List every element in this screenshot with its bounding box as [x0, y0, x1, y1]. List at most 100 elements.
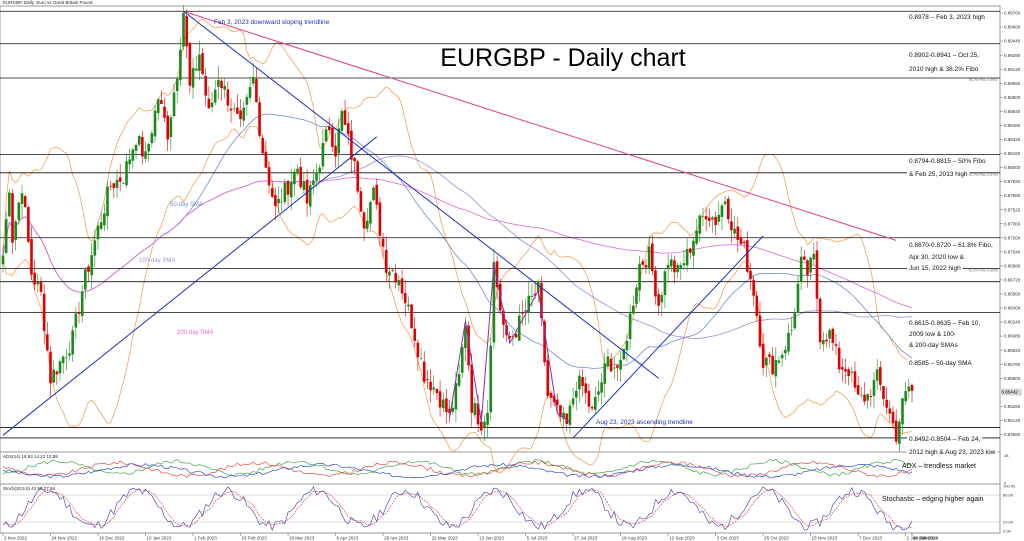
candle-body: [286, 181, 290, 195]
candle-body: [473, 403, 477, 416]
annotation-backdrop: [907, 12, 987, 22]
candle-body: [33, 272, 36, 285]
candle-body: [733, 228, 736, 234]
symbol-header: EURGBP, Daily: Euro vs Great Britain Pou…: [3, 0, 93, 5]
candle-body: [552, 395, 556, 402]
date-tick-label: 23 Feb 2023: [242, 536, 268, 541]
candle-body: [590, 407, 594, 409]
price-tick-label: 0.88320: [1004, 137, 1021, 142]
candle-body: [8, 192, 11, 217]
candle-body: [863, 394, 866, 402]
candle-body: [422, 361, 426, 382]
candle-body: [796, 283, 800, 313]
price-tick-label: 0.88000: [1004, 165, 1021, 170]
price-tick-label: 0.89120: [1004, 67, 1021, 72]
candle-body: [400, 278, 404, 294]
candle-body: [856, 385, 860, 395]
candle-body: [131, 149, 135, 161]
candle-body: [479, 421, 483, 431]
candle-body: [663, 271, 667, 296]
candle-body: [36, 282, 40, 285]
candle-body: [87, 266, 90, 272]
candle-body: [388, 271, 391, 276]
candle-body: [707, 217, 711, 221]
candle-body: [115, 179, 119, 188]
candle-body: [274, 195, 277, 207]
date-tick-label: 27 Jul 2023: [574, 536, 598, 541]
level-annotation: Jun 15, 2022 high: [909, 265, 961, 272]
candle-body: [327, 126, 331, 130]
date-tick-label: 2 Nov 2022: [4, 536, 28, 541]
candle-body: [850, 371, 854, 373]
candle-body: [619, 359, 622, 370]
candle-body: [71, 330, 74, 355]
candle-body: [17, 202, 21, 220]
candle-body: [175, 78, 179, 92]
candle-body: [296, 168, 299, 174]
level-annotation: & 200-day SMAs: [909, 342, 959, 349]
candle-body: [239, 110, 242, 119]
date-tick-label: 22 May 2023: [432, 536, 459, 541]
annotation-backdrop: [907, 263, 963, 273]
candle-body: [179, 49, 182, 81]
stoch-tick-label: 20.00: [1003, 520, 1014, 525]
candle-body: [84, 269, 87, 290]
candle-body: [460, 347, 464, 373]
candle-body: [204, 76, 208, 96]
date-tick-label: 5 Jul 2023: [527, 536, 548, 541]
candle-body: [736, 226, 740, 241]
date-tick-label: 16 Dec 2022: [99, 536, 125, 541]
bollinger-upper-band: [2, 18, 913, 366]
candle-body: [80, 291, 84, 317]
candle-body: [771, 356, 774, 375]
candle-body: [679, 265, 683, 269]
candle-body: [410, 304, 413, 329]
candle-body: [837, 347, 841, 370]
price-tick-label: 0.88640: [1004, 109, 1021, 114]
date-tick-label: 25 Oct 2023: [764, 536, 789, 541]
candle-body: [847, 369, 850, 377]
candle-body: [166, 115, 169, 140]
candle-body: [68, 353, 71, 356]
candle-body: [289, 181, 293, 198]
date-tick-label: 1 Feb 2023: [194, 536, 217, 541]
candle-body: [23, 196, 27, 208]
stoch-main-line: [2, 486, 913, 531]
candle-body: [726, 198, 730, 220]
candle-body: [359, 191, 363, 212]
candle-body: [746, 240, 749, 272]
candle-body: [517, 315, 521, 341]
candle-body: [701, 215, 705, 217]
adx-tick-label: 38: [1004, 453, 1009, 458]
annotation-backdrop: [907, 434, 983, 444]
candle-body: [483, 421, 486, 428]
candle-body: [669, 259, 673, 267]
candle-body: [346, 123, 350, 135]
rising-trendline-blue: [2, 136, 378, 436]
candle-body: [93, 240, 97, 256]
candle-body: [277, 198, 280, 204]
candle-body: [261, 138, 265, 154]
trendlines: [2, 10, 897, 439]
stoch-tick-label: 80.00: [1003, 493, 1014, 498]
candle-body: [65, 356, 68, 358]
candle-body: [454, 383, 458, 410]
candle-body: [521, 312, 524, 314]
level-annotation: 0.8902-0.8941 – Oct 25,: [909, 52, 979, 59]
candle-body: [217, 79, 220, 87]
falling-trendline-blue: [183, 10, 659, 379]
candle-body: [752, 280, 755, 296]
candle-body: [128, 159, 131, 165]
date-tick-label: 18 Aug 2023: [622, 536, 648, 541]
candle-body: [201, 53, 204, 74]
candle-body: [622, 348, 626, 360]
candle-body: [907, 386, 911, 392]
candle-body: [761, 343, 765, 368]
last-price-label: 0.85442: [1002, 390, 1019, 395]
date-tick-label: 6 Apr 2023: [337, 536, 359, 541]
date-tick-label: 3 Oct 2023: [717, 536, 740, 541]
date-tick-label: 13 Jun 2023: [479, 536, 504, 541]
candle-body: [144, 151, 147, 159]
